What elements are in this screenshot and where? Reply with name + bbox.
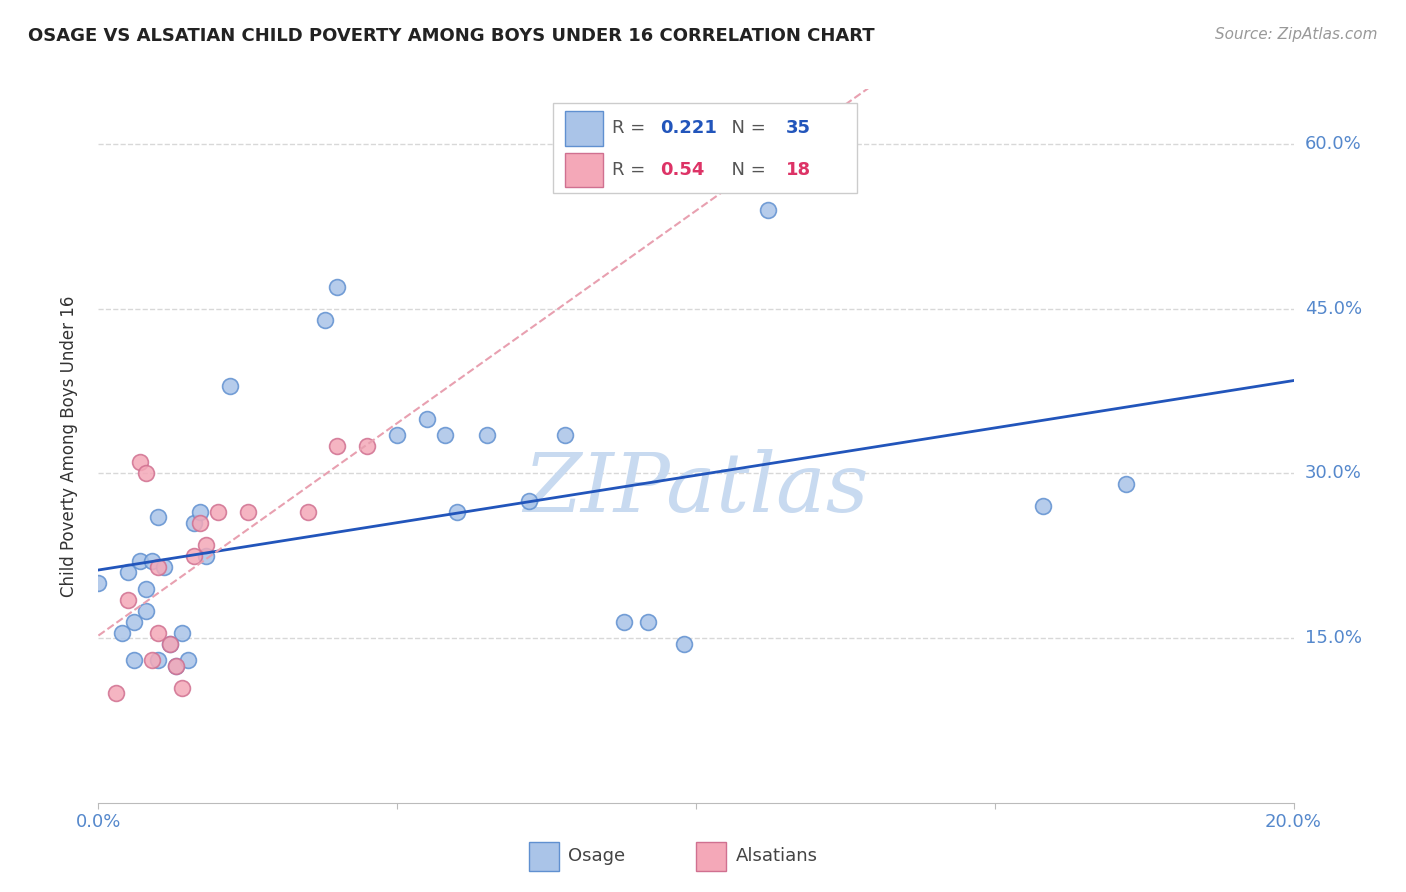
Point [446,505,468,519]
Point [219,378,242,392]
Point [165,658,187,673]
Point [124,615,146,629]
Text: 0.221: 0.221 [661,120,717,137]
Point [148,510,170,524]
Point [135,582,157,596]
Point [326,280,349,294]
Point [188,516,211,530]
Point [159,637,181,651]
Point [194,549,218,563]
Point [141,653,163,667]
Point [756,202,779,217]
Text: ZIPatlas: ZIPatlas [523,449,869,529]
Point [129,455,152,469]
Point [326,439,349,453]
Point [385,428,409,442]
Text: 45.0%: 45.0% [1305,300,1362,318]
Point [356,439,378,453]
Text: 30.0%: 30.0% [1305,465,1361,483]
Point [673,637,696,651]
Text: Source: ZipAtlas.com: Source: ZipAtlas.com [1215,27,1378,42]
Point [117,566,139,580]
Point [613,615,636,629]
Point [117,592,139,607]
Point [1115,477,1137,491]
Point [297,505,319,519]
Text: 15.0%: 15.0% [1305,629,1361,647]
Point [554,428,576,442]
Point [177,653,200,667]
Point [124,653,146,667]
Text: 18: 18 [786,161,811,179]
Point [416,411,439,425]
Text: N =: N = [720,120,772,137]
Point [637,615,659,629]
Point [105,686,128,700]
Point [183,549,205,563]
Point [129,554,152,568]
Point [517,494,540,508]
Point [148,653,170,667]
Point [194,538,218,552]
Point [172,681,194,695]
Text: Alsatians: Alsatians [735,847,817,865]
Point [111,625,134,640]
Point [135,604,157,618]
Point [87,576,110,591]
Point [207,505,229,519]
Point [236,505,259,519]
Point [1032,500,1054,514]
FancyBboxPatch shape [529,842,558,871]
Point [159,637,181,651]
Point [434,428,457,442]
Text: Osage: Osage [568,847,626,865]
Point [148,559,170,574]
Text: OSAGE VS ALSATIAN CHILD POVERTY AMONG BOYS UNDER 16 CORRELATION CHART: OSAGE VS ALSATIAN CHILD POVERTY AMONG BO… [28,27,875,45]
Text: 60.0%: 60.0% [1305,135,1361,153]
FancyBboxPatch shape [553,103,858,193]
Point [141,554,163,568]
Point [188,505,211,519]
Point [135,467,157,481]
Text: R =: R = [612,120,651,137]
Point [183,516,205,530]
Point [172,625,194,640]
Point [148,625,170,640]
FancyBboxPatch shape [696,842,725,871]
Y-axis label: Child Poverty Among Boys Under 16: Child Poverty Among Boys Under 16 [59,295,77,597]
Point [475,428,498,442]
Text: 0.54: 0.54 [661,161,704,179]
FancyBboxPatch shape [565,112,603,145]
Point [153,559,176,574]
Point [315,312,337,326]
Text: 35: 35 [786,120,811,137]
Point [165,658,187,673]
FancyBboxPatch shape [565,153,603,187]
Text: N =: N = [720,161,772,179]
Text: R =: R = [612,161,651,179]
